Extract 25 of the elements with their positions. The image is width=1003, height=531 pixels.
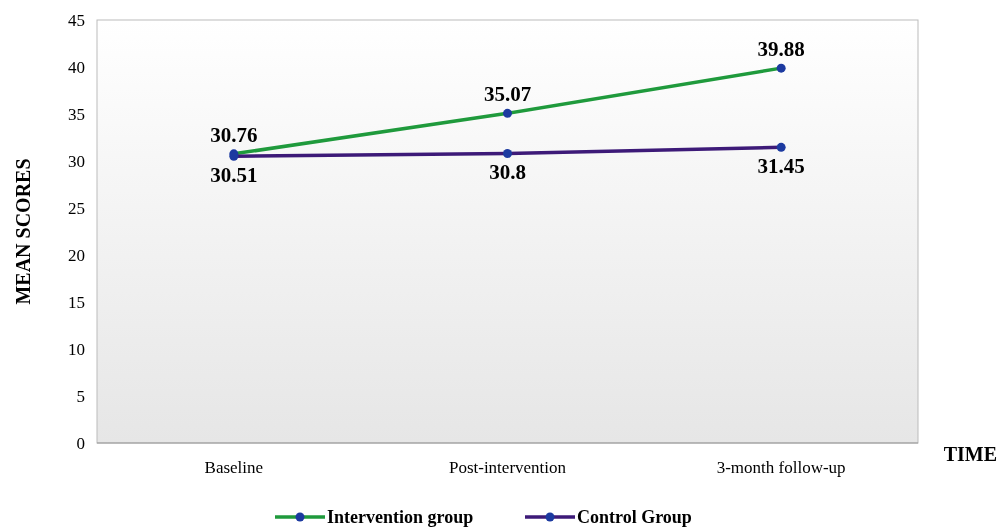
y-tick-label: 5 (76, 387, 85, 406)
x-axis-title: TIME (943, 443, 997, 465)
data-label: 30.8 (489, 160, 526, 185)
y-tick-label: 25 (68, 199, 85, 218)
data-label: 31.45 (757, 154, 805, 179)
data-label: 30.76 (210, 122, 258, 147)
x-tick-label: Baseline (204, 458, 264, 477)
y-tick-label: 15 (68, 293, 85, 312)
point (776, 142, 786, 152)
y-tick-label: 40 (68, 58, 85, 77)
y-axis-title: MEAN SCORES (12, 158, 34, 305)
y-tick-label: 10 (68, 340, 85, 359)
legend-label: Intervention group (327, 507, 474, 527)
y-tick-label: 20 (68, 246, 85, 265)
y-tick-label: 30 (68, 152, 85, 171)
y-tick-label: 0 (76, 434, 85, 453)
x-tick-label: Post-intervention (448, 458, 567, 477)
data-label: 35.07 (483, 82, 532, 107)
data-label: 39.88 (757, 37, 805, 62)
point (503, 148, 512, 158)
x-tick-label: 3-month follow-up (716, 458, 846, 477)
legend-label: Control Group (577, 507, 692, 527)
y-tick-label: 45 (68, 11, 85, 30)
y-tick-label: 35 (68, 105, 85, 124)
data-label: 30.51 (210, 163, 258, 188)
